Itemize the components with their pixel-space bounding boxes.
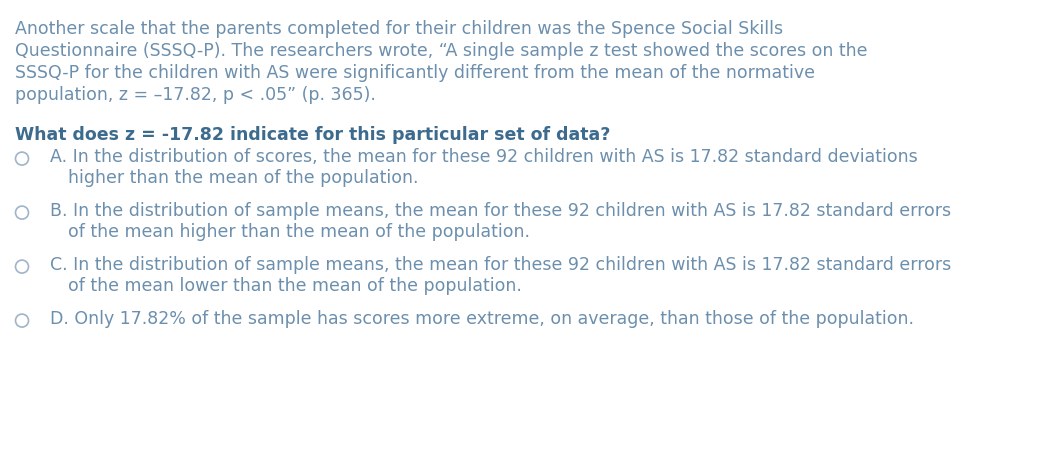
Text: Questionnaire (SSSQ-P). The researchers wrote, “A single sample z test showed th: Questionnaire (SSSQ-P). The researchers … <box>15 42 868 60</box>
Text: B. In the distribution of sample means, the mean for these 92 children with AS i: B. In the distribution of sample means, … <box>50 202 951 220</box>
Text: population, z = –17.82, p < .05” (p. 365).: population, z = –17.82, p < .05” (p. 365… <box>15 86 376 104</box>
Text: of the mean higher than the mean of the population.: of the mean higher than the mean of the … <box>68 223 530 241</box>
Text: of the mean lower than the mean of the population.: of the mean lower than the mean of the p… <box>68 277 522 295</box>
Text: higher than the mean of the population.: higher than the mean of the population. <box>68 169 419 187</box>
Text: C. In the distribution of sample means, the mean for these 92 children with AS i: C. In the distribution of sample means, … <box>50 256 951 274</box>
Text: What does z = -17.82 indicate for this particular set of data?: What does z = -17.82 indicate for this p… <box>15 126 611 144</box>
Text: A. In the distribution of scores, the mean for these 92 children with AS is 17.8: A. In the distribution of scores, the me… <box>50 148 918 166</box>
Text: SSSQ-P for the children with AS were significantly different from the mean of th: SSSQ-P for the children with AS were sig… <box>15 64 815 82</box>
Text: D. Only 17.82% of the sample has scores more extreme, on average, than those of : D. Only 17.82% of the sample has scores … <box>50 310 913 328</box>
Text: Another scale that the parents completed for their children was the Spence Socia: Another scale that the parents completed… <box>15 20 783 38</box>
